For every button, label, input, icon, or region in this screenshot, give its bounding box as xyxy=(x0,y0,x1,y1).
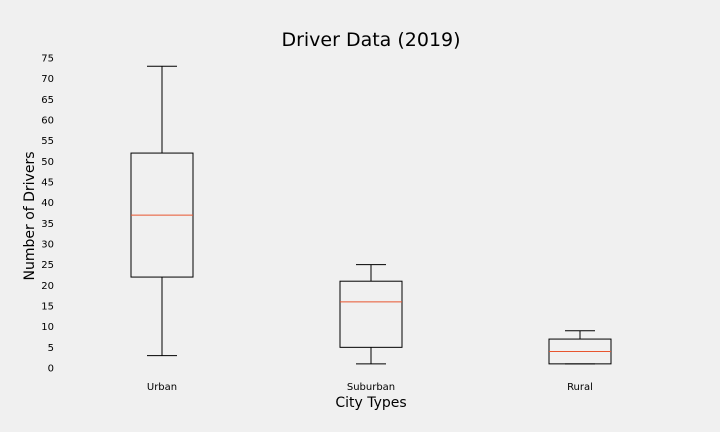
y-tick-label: 55 xyxy=(41,136,54,147)
y-tick-label: 70 xyxy=(41,74,54,85)
y-tick-label: 10 xyxy=(41,322,54,333)
y-tick-label: 25 xyxy=(41,260,54,271)
x-axis-label: City Types xyxy=(335,395,406,411)
y-tick-label: 65 xyxy=(41,95,54,106)
y-tick-label: 0 xyxy=(48,364,54,375)
y-axis-ticks: 0 5 10 15 20 25 30 35 40 45 50 55 60 65 70 75 xyxy=(41,54,54,375)
y-tick-label: 60 xyxy=(41,116,54,127)
iqr-box xyxy=(339,280,403,348)
y-tick-label: 40 xyxy=(41,198,54,209)
y-tick-label: 20 xyxy=(41,281,54,292)
y-tick-label: 15 xyxy=(41,302,54,313)
y-tick-label: 35 xyxy=(41,219,54,230)
y-tick-label: 75 xyxy=(41,54,54,65)
y-tick-label: 50 xyxy=(41,157,54,168)
box-urban xyxy=(130,65,194,357)
y-tick-label: 30 xyxy=(41,240,54,251)
box-suburban xyxy=(339,264,403,365)
x-tick-label: Suburban xyxy=(347,382,395,393)
x-axis-ticks: Urban Suburban Rural xyxy=(147,382,593,393)
y-tick-label: 5 xyxy=(48,343,54,354)
x-tick-label: Urban xyxy=(147,382,177,393)
box-rural xyxy=(548,330,612,365)
boxes xyxy=(130,65,612,365)
y-axis-label: Number of Drivers xyxy=(22,151,38,280)
x-tick-label: Rural xyxy=(567,382,593,393)
chart-title: Driver Data (2019) xyxy=(281,29,460,51)
y-tick-label: 45 xyxy=(41,178,54,189)
